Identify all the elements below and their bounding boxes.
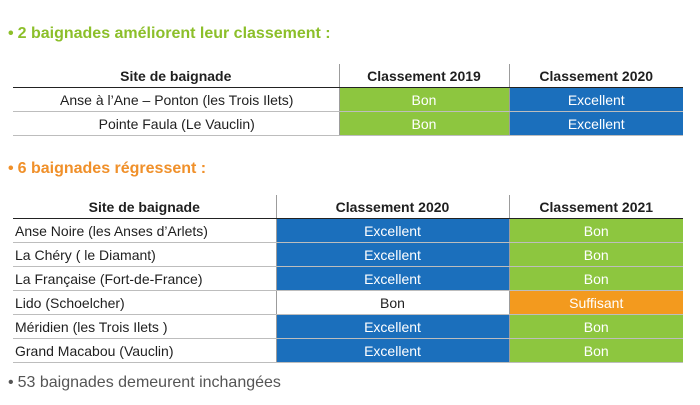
table-row: Lido (Schoelcher) Bon Suffisant [13, 290, 683, 315]
rating-cell: Bon [275, 290, 509, 315]
bullet: • [8, 160, 14, 177]
section-2-title: 6 baignades régressent : [17, 160, 207, 177]
table-row: Anse Noire (les Anses d’Arlets) Excellen… [13, 218, 683, 243]
rating-cell: Bon [508, 338, 683, 363]
site-name: Lido (Schoelcher) [13, 290, 276, 315]
column-header-2021: Classement 2021 [508, 195, 683, 219]
rating-cell: Excellent [275, 218, 509, 243]
table-row: Grand Macabou (Vauclin) Excellent Bon [13, 338, 683, 363]
rating-cell: Excellent [275, 314, 509, 339]
site-name: La Chéry ( le Diamant) [13, 242, 276, 267]
site-name: Méridien (les Trois Ilets ) [13, 314, 276, 339]
rating-cell: Bon [338, 111, 509, 136]
rating-cell: Excellent [508, 87, 683, 112]
section-1-heading: • 2 baignades améliorent leur classement … [8, 25, 331, 43]
rating-cell: Bon [508, 314, 683, 339]
rating-cell: Bon [338, 87, 509, 112]
section-1-title: 2 baignades améliorent leur classement : [17, 25, 331, 42]
site-name: La Française (Fort-de-France) [13, 266, 276, 291]
table-row: La Française (Fort-de-France) Excellent … [13, 266, 683, 291]
column-header-site: Site de baignade [13, 195, 276, 219]
column-header-2020: Classement 2020 [275, 195, 509, 219]
section-2-heading: • 6 baignades régressent : [8, 160, 206, 178]
site-name: Grand Macabou (Vauclin) [13, 338, 276, 363]
rating-cell: Excellent [508, 111, 683, 136]
site-name: Anse à l’Ane – Ponton (les Trois Ilets) [13, 87, 339, 112]
column-header-site: Site de baignade [13, 64, 339, 88]
rating-cell: Excellent [275, 266, 509, 291]
rating-cell: Bon [508, 242, 683, 267]
regressed-sites-table: Site de baignade Classement 2020 Classem… [13, 195, 683, 363]
bullet: • [8, 25, 14, 42]
rating-cell: Bon [508, 218, 683, 243]
rating-cell: Excellent [275, 242, 509, 267]
table-row: La Chéry ( le Diamant) Excellent Bon [13, 242, 683, 267]
rating-cell: Bon [508, 266, 683, 291]
table-row: Pointe Faula (Le Vauclin) Bon Excellent [13, 111, 683, 136]
column-header-2019: Classement 2019 [338, 64, 509, 88]
rating-cell: Excellent [275, 338, 509, 363]
table-row: Méridien (les Trois Ilets ) Excellent Bo… [13, 314, 683, 339]
table-header-row: Site de baignade Classement 2020 Classem… [13, 195, 683, 219]
table-header-row: Site de baignade Classement 2019 Classem… [13, 64, 683, 88]
site-name: Pointe Faula (Le Vauclin) [13, 111, 339, 136]
footer-text: 53 baignades demeurent inchangées [17, 374, 281, 391]
column-header-2020: Classement 2020 [508, 64, 683, 88]
improved-sites-table: Site de baignade Classement 2019 Classem… [13, 64, 683, 136]
table-row: Anse à l’Ane – Ponton (les Trois Ilets) … [13, 87, 683, 112]
bullet: • [8, 374, 14, 391]
rating-cell: Suffisant [508, 290, 683, 315]
footer-note: • 53 baignades demeurent inchangées [8, 374, 281, 392]
site-name: Anse Noire (les Anses d’Arlets) [13, 218, 276, 243]
